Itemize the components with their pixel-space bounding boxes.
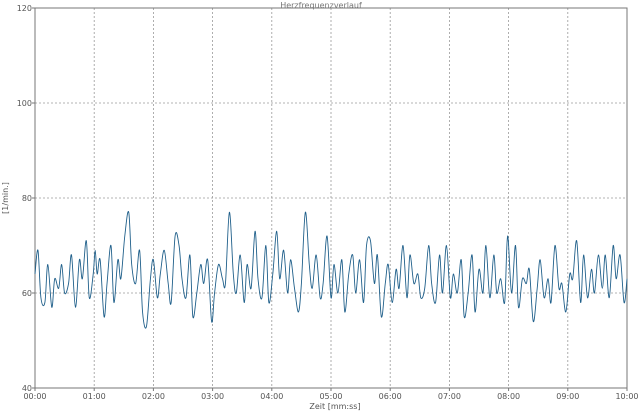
x-tick-label: 09:00 <box>556 392 579 401</box>
x-tick-label: 06:00 <box>379 392 402 401</box>
x-tick-label: 04:00 <box>260 392 283 401</box>
chart-title: Herzfrequenzverlauf <box>280 1 362 10</box>
y-tick-label: 80 <box>22 194 32 203</box>
chart-grid <box>35 8 627 388</box>
x-tick-label: 08:00 <box>497 392 520 401</box>
x-tick-label: 07:00 <box>438 392 461 401</box>
x-tick-label: 00:00 <box>23 392 46 401</box>
x-tick-label: 01:00 <box>83 392 106 401</box>
y-tick-label: 100 <box>17 99 32 108</box>
y-tick-label: 120 <box>17 4 32 13</box>
y-tick-label: 40 <box>22 384 32 393</box>
x-tick-label: 03:00 <box>201 392 224 401</box>
heart-rate-series-line <box>34 211 628 329</box>
x-tick-label: 02:00 <box>142 392 165 401</box>
x-tick-label: 10:00 <box>615 392 638 401</box>
y-axis-ticks: 40 60 80 100 120 <box>17 4 35 393</box>
x-tick-label: 05:00 <box>319 392 342 401</box>
y-tick-label: 60 <box>22 289 32 298</box>
y-axis-label: [1/min.] <box>1 182 10 214</box>
x-axis-label: Zeit [mm:ss] <box>309 402 360 411</box>
x-axis-ticks: 00:00 01:00 02:00 03:00 04:00 05:00 06:00 07:00… <box>23 388 639 401</box>
